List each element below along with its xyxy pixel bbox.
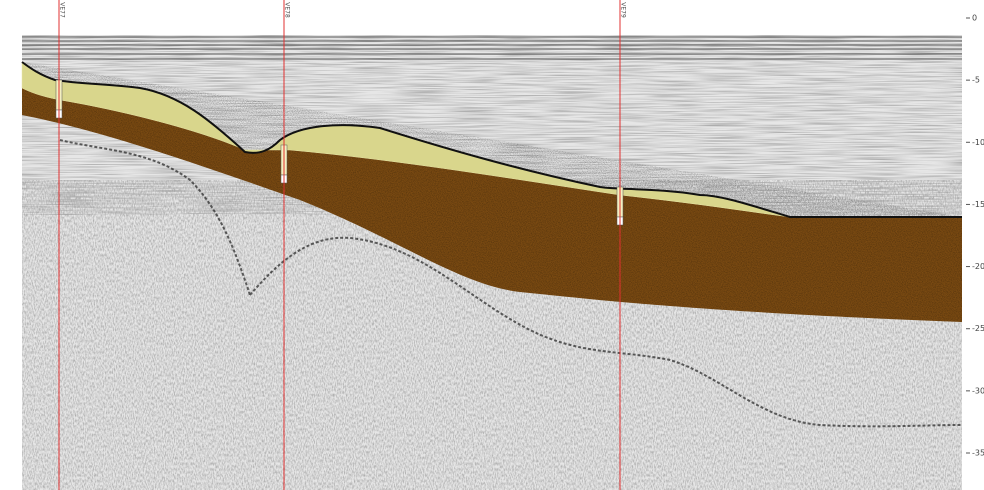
depth-axis: 0 -5 -10 -15 -20 -25 -30 -35: [966, 14, 984, 458]
wells: VE77 VE78 VE79: [55, 0, 627, 490]
well-label: VE77: [59, 2, 66, 18]
tick-label: -20: [972, 262, 984, 271]
well-label: VE79: [620, 2, 627, 18]
tick-label: -15: [972, 200, 984, 209]
tick-label: -35: [972, 449, 984, 458]
tick-label: -5: [972, 76, 980, 85]
tick-label: 0: [972, 14, 977, 23]
reflectors: [59, 139, 963, 428]
tick-label: -10: [972, 138, 984, 147]
brown-grain: [22, 62, 962, 322]
tick-label: -25: [972, 324, 984, 333]
seabed-line: [21, 61, 962, 218]
tick-label: -30: [972, 386, 984, 395]
seabed-band: [22, 36, 962, 60]
well-label: VE78: [284, 2, 291, 18]
